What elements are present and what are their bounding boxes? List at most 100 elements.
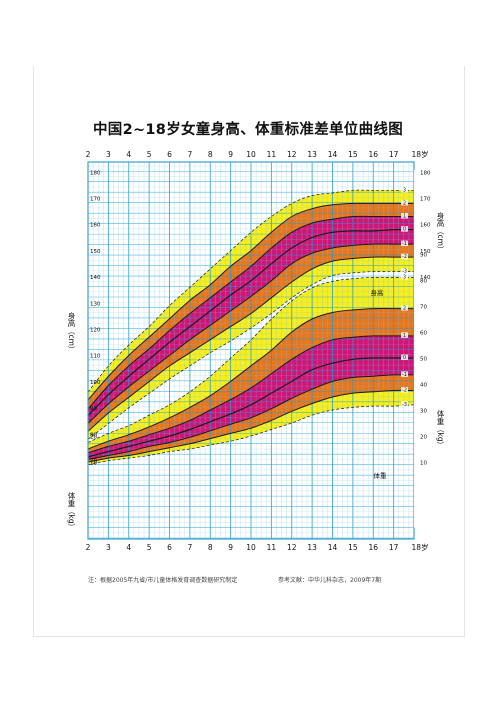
height-sd-label: 0 — [403, 227, 406, 233]
weight-tick-label-right: 20 — [420, 434, 427, 440]
weight-section-label: 体重 — [374, 471, 388, 480]
weight-sd-label: -1 — [402, 372, 407, 378]
chart-title: 中国2~18岁女童身高、体重标准差单位曲线图 — [92, 122, 403, 138]
x-tick-label-top: 7 — [187, 150, 192, 159]
weight-sd-label: 2 — [403, 306, 406, 312]
height-curve-sd-3 — [87, 189, 414, 393]
height-tick-label-right: 170 — [420, 197, 431, 203]
x-tick-label-top: 11 — [267, 150, 277, 159]
weight-tick-label-right: 90 — [420, 252, 427, 258]
height-sd-label: -2 — [402, 254, 407, 260]
height-tick-label-left: 80 — [90, 432, 97, 438]
weight-tick-label-left: 20 — [90, 434, 97, 440]
x-tick-label-top: 12 — [287, 150, 297, 159]
x-tick-label-bottom: 9 — [228, 543, 233, 552]
height-curve-sd-1 — [87, 215, 414, 410]
x-tick-label-bottom: 18岁 — [411, 542, 428, 552]
height-tick-label-right: 140 — [420, 275, 431, 281]
plot-frame — [87, 161, 420, 540]
height-tick-label-left: 70 — [90, 459, 97, 465]
chart-text-layer: 2233445566778899101011111212131314141515… — [86, 149, 431, 552]
weight-tick-label-left: 10 — [90, 460, 97, 466]
x-tick-label-bottom: 4 — [126, 543, 131, 552]
x-tick-label-top: 3 — [106, 150, 111, 159]
x-tick-label-bottom: 15 — [348, 543, 358, 552]
x-tick-label-top: 6 — [167, 150, 172, 159]
sd-label-box — [401, 371, 408, 377]
x-tick-label-top: 2 — [86, 150, 91, 159]
weight-curve-sd-3 — [87, 276, 414, 443]
sd-label-box — [401, 226, 408, 232]
x-tick-label-bottom: 5 — [147, 543, 152, 552]
height-sd-label: 3 — [403, 187, 406, 193]
height-sd-label: 2 — [403, 200, 406, 206]
height-tick-label-left: 110 — [90, 354, 101, 360]
page-frame — [33, 66, 465, 637]
height-tick-label-left: 140 — [90, 275, 101, 281]
x-tick-label-top: 4 — [126, 150, 131, 159]
chart-grid — [87, 162, 415, 539]
weight-tick-label-right: 70 — [420, 304, 427, 310]
weight-tick-label-right: 80 — [420, 278, 427, 284]
weight-axis-label-right: 体重（kg） — [436, 410, 445, 450]
x-tick-label-bottom: 14 — [328, 543, 338, 552]
height-curve-sd--1 — [87, 243, 414, 424]
height-tick-label-left: 150 — [90, 249, 101, 255]
height-curve-sd--3 — [87, 271, 414, 440]
sd-label-box — [401, 268, 408, 274]
sd-label-box — [401, 273, 408, 280]
height-curve-sd-0 — [87, 228, 415, 417]
x-tick-label-top: 5 — [147, 150, 152, 159]
x-tick-label-bottom: 7 — [187, 543, 192, 552]
height-section-label: 身高 — [371, 288, 385, 297]
x-tick-label-top: 18岁 — [411, 149, 428, 159]
x-tick-label-bottom: 2 — [86, 543, 91, 552]
x-tick-label-bottom: 8 — [208, 543, 213, 552]
x-tick-label-top: 8 — [208, 150, 213, 159]
weight-curve-sd--3 — [87, 404, 415, 465]
height-tick-label-left: 180 — [90, 170, 101, 176]
height-curve-sd-2 — [87, 202, 414, 401]
right-axis-strip — [414, 170, 420, 528]
x-tick-label-top: 15 — [348, 150, 358, 159]
weight-tick-label-right: 10 — [420, 460, 427, 466]
weight-sd-label: -2 — [402, 388, 407, 394]
x-tick-label-top: 13 — [307, 150, 317, 159]
weight-axis-label-left: 体重（kg） — [67, 492, 76, 532]
x-tick-label-bottom: 11 — [267, 543, 277, 552]
height-axis-label-right: 身高（cm） — [436, 212, 445, 254]
height-curve-sd--2 — [87, 256, 414, 432]
weight-curve-sd--2 — [87, 389, 415, 463]
height-sd-label: -3 — [402, 269, 407, 275]
x-tick-label-bottom: 6 — [167, 543, 172, 552]
x-tick-label-top: 9 — [228, 150, 233, 159]
chart-footnote: 注：根据2005年九省/市儿童体格发育调查数据研究制定 — [88, 577, 238, 584]
x-tick-label-bottom: 12 — [287, 543, 297, 552]
sd-label-box — [401, 213, 408, 219]
height-tick-label-left: 160 — [90, 223, 101, 229]
x-tick-label-bottom: 16 — [368, 543, 378, 552]
weight-tick-label-right: 40 — [420, 382, 427, 388]
height-tick-label-right: 180 — [420, 170, 431, 176]
x-tick-label-bottom: 17 — [389, 543, 399, 552]
height-tick-label-left: 130 — [90, 301, 101, 307]
height-axis-label-left: 身高（cm） — [67, 312, 76, 354]
sd-label-box — [401, 253, 408, 260]
weight-sd-label: 3 — [403, 274, 406, 280]
weight-sd-label: 0 — [403, 355, 406, 361]
height-tick-label-left: 170 — [90, 197, 101, 203]
sd-label-box — [401, 199, 408, 206]
height-sd-label: 1 — [403, 214, 406, 220]
height-tick-label-left: 120 — [90, 328, 101, 334]
height-band-inner — [88, 216, 414, 424]
sd-label-box — [401, 401, 408, 407]
sd-label-box — [401, 240, 408, 247]
height-tick-label-left: 100 — [90, 380, 101, 386]
sd-label-box — [401, 332, 408, 338]
x-tick-label-top: 10 — [246, 150, 256, 159]
sd-label-box — [401, 387, 408, 393]
x-tick-label-bottom: 13 — [307, 543, 317, 552]
height-sd-label: -1 — [402, 241, 407, 247]
weight-tick-label-right: 60 — [420, 330, 427, 336]
